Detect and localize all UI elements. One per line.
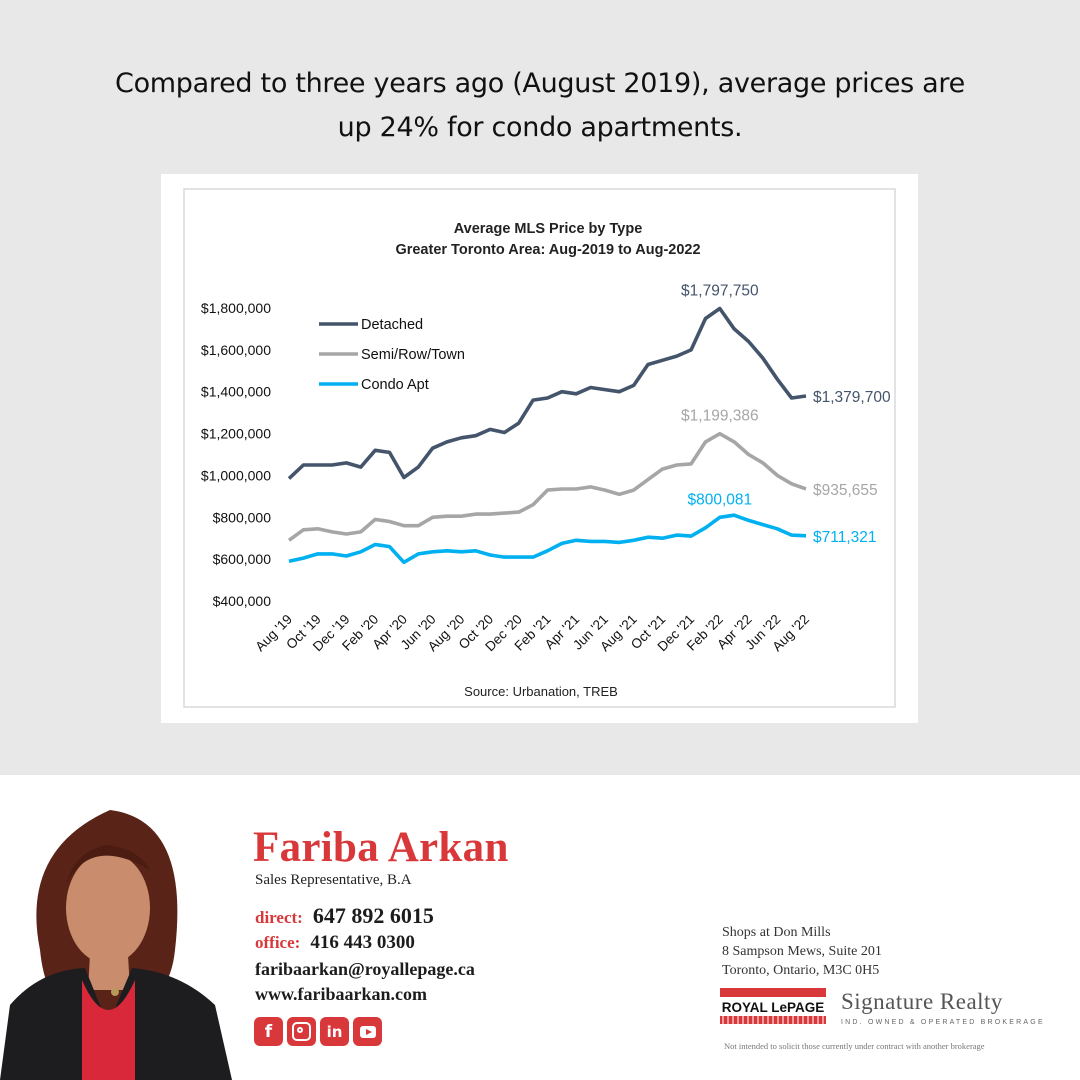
office-address-line-1: Shops at Don Mills <box>722 925 831 940</box>
agent-title: Sales Representative, B.A <box>255 872 412 888</box>
agent-photo <box>0 810 232 1080</box>
y-tick-label: $1,600,000 <box>201 342 271 358</box>
agent-website[interactable]: www.faribaarkan.com <box>255 984 427 1004</box>
chart-legend: Detached Semi/Row/Town Condo Apt <box>319 317 465 393</box>
data-label: $711,321 <box>813 529 877 546</box>
data-label: $1,379,700 <box>813 389 891 406</box>
series-line-condo-apt <box>288 513 807 565</box>
youtube-icon[interactable] <box>353 1017 382 1046</box>
office-phone[interactable]: 416 443 0300 <box>310 932 415 953</box>
chart-title: Average MLS Price by Type <box>454 221 643 237</box>
y-tick-label: $1,000,000 <box>201 467 271 483</box>
chart-source: Source: Urbanation, TREB <box>464 684 618 699</box>
headline: Compared to three years ago (August 2019… <box>90 62 990 150</box>
royal-lepage-wordmark: ROYAL LePAGE <box>722 1000 825 1015</box>
office-phone-row: office: 416 443 0300 <box>255 932 415 954</box>
headline-line-2: up 24% for condo apartments. <box>337 112 743 143</box>
data-label: $800,081 <box>688 491 753 508</box>
royal-lepage-logo: ROYAL LePAGE Signature Realty IND. OWNED… <box>720 988 1045 1026</box>
agent-email[interactable]: faribaarkan@royallepage.ca <box>255 959 475 979</box>
y-axis: $1,800,000 $1,600,000 $1,400,000 $1,200,000… <box>201 300 271 609</box>
series-line-semi-row-town <box>287 431 807 542</box>
y-tick-label: $400,000 <box>213 593 272 609</box>
y-tick-label: $800,000 <box>213 509 272 525</box>
linkedin-icon[interactable]: in <box>320 1017 349 1046</box>
chart-border <box>183 188 896 708</box>
series-line-detached <box>287 306 807 480</box>
chart-subtitle: Greater Toronto Area: Aug-2019 to Aug-20… <box>395 242 700 258</box>
direct-phone[interactable]: 647 892 6015 <box>312 903 434 928</box>
data-label: $1,199,386 <box>681 408 759 425</box>
direct-phone-row: direct: 647 892 6015 <box>255 903 434 929</box>
headline-line-1: Compared to three years ago (August 2019… <box>115 68 965 99</box>
disclaimer: Not intended to solicit those currently … <box>724 1041 985 1051</box>
social-links: f in <box>254 1017 382 1046</box>
facebook-icon[interactable]: f <box>254 1017 283 1046</box>
data-annotations: $1,797,750 $1,379,700 $1,199,386 $935,655 $8… <box>681 282 891 545</box>
office-address-line-2: 8 Sampson Mews, Suite 201 <box>722 944 882 959</box>
agent-footer: Fariba Arkan Sales Representative, B.A d… <box>0 775 1080 1080</box>
chart-card: Average MLS Price by Type Greater Toront… <box>161 174 918 723</box>
y-tick-label: $600,000 <box>213 551 272 567</box>
instagram-icon[interactable] <box>287 1017 316 1046</box>
data-label: $1,797,750 <box>681 282 759 299</box>
data-label: $935,655 <box>813 482 878 499</box>
agent-name: Fariba Arkan <box>253 824 509 871</box>
y-tick-label: $1,800,000 <box>201 300 271 316</box>
brand-tagline: IND. OWNED & OPERATED BROKERAGE <box>841 1019 1045 1026</box>
office-label: office: <box>255 933 301 952</box>
office-address-line-3: Toronto, Ontario, M3C 0H5 <box>722 963 880 978</box>
price-chart: Average MLS Price by Type Greater Toront… <box>183 188 896 708</box>
legend-label: Semi/Row/Town <box>361 347 465 363</box>
legend-label: Condo Apt <box>361 377 429 393</box>
direct-label: direct: <box>255 908 303 927</box>
y-tick-label: $1,200,000 <box>201 426 271 442</box>
brand-name: Signature Realty <box>841 989 1003 1014</box>
y-tick-label: $1,400,000 <box>201 384 271 400</box>
legend-label: Detached <box>361 317 423 333</box>
series-lines <box>287 306 807 565</box>
